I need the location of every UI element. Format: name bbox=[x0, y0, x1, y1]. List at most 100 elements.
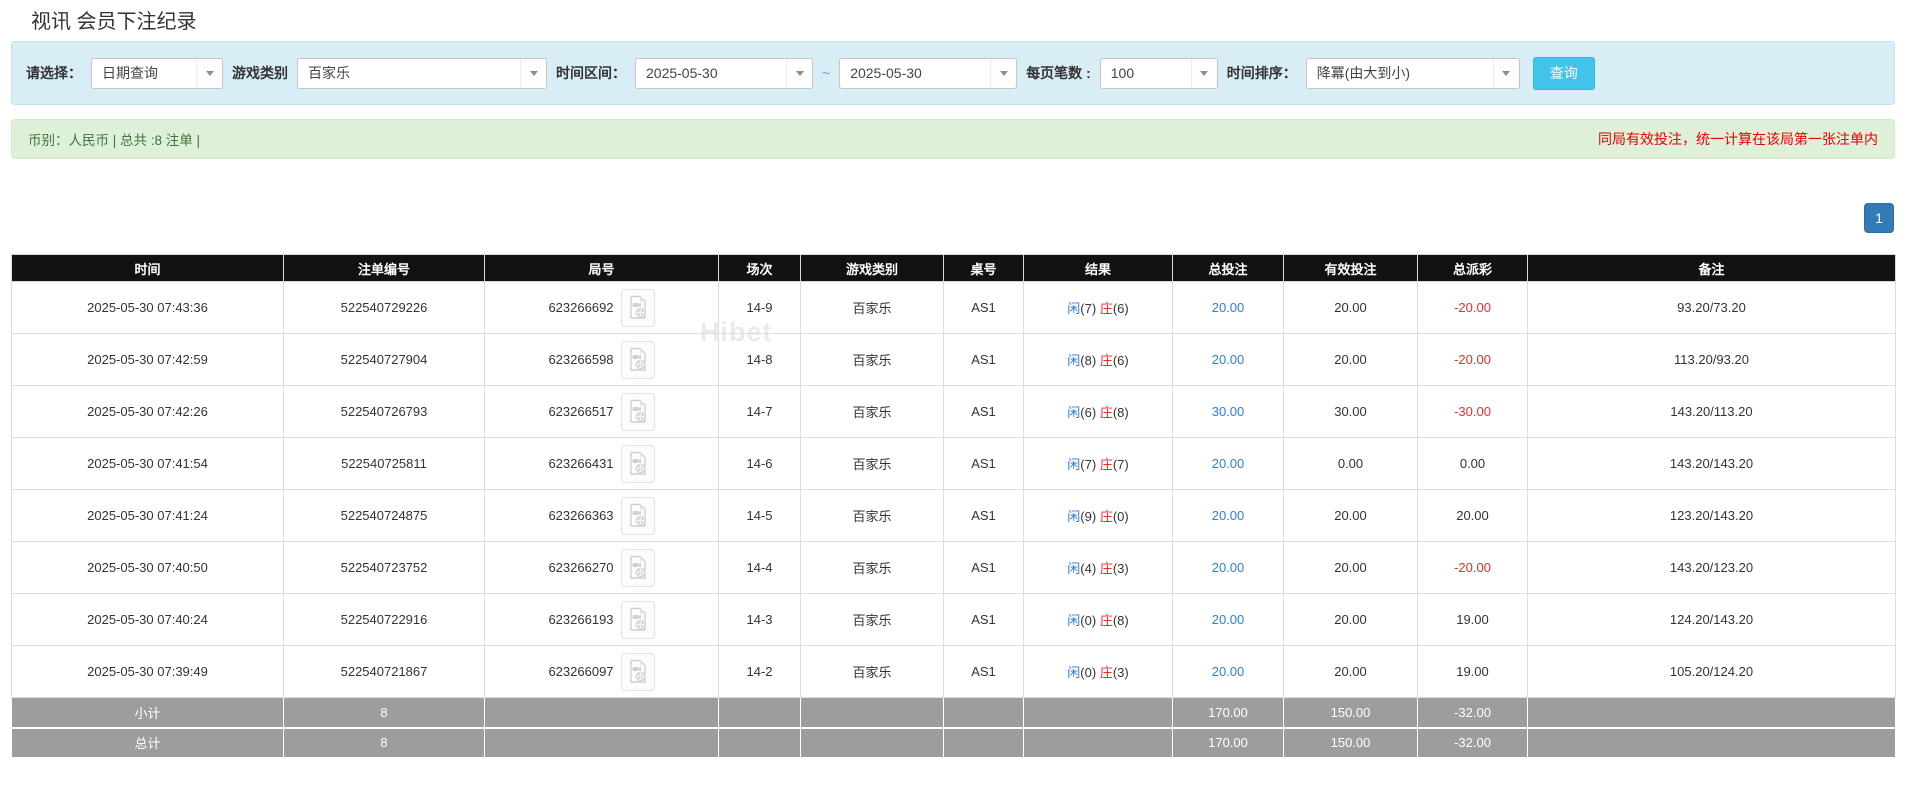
round-cell: 623266692 bbox=[484, 281, 719, 334]
total-bet-cell: 20.00 bbox=[1172, 333, 1284, 386]
note-cell: 105.20/124.20 bbox=[1527, 645, 1896, 698]
bet-id-cell: 522540725811 bbox=[283, 437, 485, 490]
subtotal-payout: -32.00 bbox=[1417, 697, 1528, 728]
payout-cell: -30.00 bbox=[1417, 385, 1528, 438]
note-cell: 123.20/143.20 bbox=[1527, 489, 1896, 542]
round-id: 623266097 bbox=[548, 664, 614, 679]
round-wrap: 623266193 bbox=[548, 600, 655, 639]
result-banker-label: 庄 bbox=[1099, 457, 1113, 472]
time-sort-dropdown[interactable]: 降冪(由大到小) bbox=[1305, 57, 1520, 89]
round-id: 623266270 bbox=[548, 560, 614, 575]
round-cell: 623266431 bbox=[484, 437, 719, 490]
total-row: 总计 8 170.00 150.00 -32.00 bbox=[11, 726, 1896, 758]
query-type-value: 日期查询 bbox=[102, 65, 158, 81]
table-no-cell: AS1 bbox=[943, 385, 1024, 438]
result-banker-points: (6) bbox=[1112, 353, 1129, 368]
table-row: 2025-05-30 07:41:54 522540725811 623266431… bbox=[11, 437, 1896, 490]
game-category-cell: 百家乐 bbox=[800, 541, 944, 594]
total-bet-cell: 20.00 bbox=[1172, 645, 1284, 698]
page-size-dropdown[interactable]: 100 bbox=[1099, 57, 1218, 89]
time-cell: 2025-05-30 07:42:26 bbox=[11, 385, 284, 438]
session-cell: 14-2 bbox=[718, 645, 801, 698]
page-size-label: 每页笔数 : bbox=[1026, 65, 1091, 81]
video-file-icon bbox=[629, 399, 646, 423]
result-player-points: (0) bbox=[1080, 613, 1097, 628]
search-button[interactable]: 查询 bbox=[1532, 56, 1595, 90]
total-payout: -32.00 bbox=[1417, 726, 1528, 758]
result-banker-label: 庄 bbox=[1099, 613, 1113, 628]
result-cell: 闲(9) 庄(0) bbox=[1023, 489, 1173, 542]
date-from-picker[interactable]: 2025-05-30 bbox=[635, 57, 813, 89]
total-empty-cell bbox=[718, 726, 801, 758]
video-replay-button[interactable] bbox=[620, 340, 655, 379]
chevron-down-icon bbox=[1492, 58, 1519, 88]
total-bet-cell: 20.00 bbox=[1172, 437, 1284, 490]
video-replay-button[interactable] bbox=[620, 444, 655, 483]
game-category-dropdown[interactable]: 百家乐 bbox=[297, 57, 547, 89]
valid-bet-cell: 20.00 bbox=[1283, 333, 1418, 386]
table-row: 2025-05-30 07:42:26 522540726793 623266517… bbox=[11, 385, 1896, 438]
page-button-1[interactable]: 1 bbox=[1864, 203, 1894, 233]
chevron-down-icon bbox=[786, 58, 812, 88]
video-replay-button[interactable] bbox=[620, 652, 655, 691]
video-replay-button[interactable] bbox=[620, 496, 655, 535]
bet-id-cell: 522540722916 bbox=[283, 593, 485, 646]
total-bet-cell: 20.00 bbox=[1172, 281, 1284, 334]
result-cell: 闲(6) 庄(8) bbox=[1023, 385, 1173, 438]
payout-cell: 20.00 bbox=[1417, 489, 1528, 542]
result-cell: 闲(0) 庄(8) bbox=[1023, 593, 1173, 646]
table-body: 2025-05-30 07:43:36 522540729226 623266692… bbox=[11, 281, 1896, 698]
round-id: 623266431 bbox=[548, 456, 614, 471]
table-no-cell: AS1 bbox=[943, 437, 1024, 490]
result-player-points: (7) bbox=[1080, 301, 1097, 316]
valid-bet-cell: 20.00 bbox=[1283, 593, 1418, 646]
session-cell: 14-3 bbox=[718, 593, 801, 646]
payout-cell: 0.00 bbox=[1417, 437, 1528, 490]
result-player-points: (6) bbox=[1080, 405, 1097, 420]
video-replay-button[interactable] bbox=[620, 392, 655, 431]
time-cell: 2025-05-30 07:39:49 bbox=[11, 645, 284, 698]
result-player-label: 闲 bbox=[1067, 561, 1081, 576]
result-banker-points: (0) bbox=[1112, 509, 1129, 524]
video-replay-button[interactable] bbox=[620, 600, 655, 639]
table-no-cell: AS1 bbox=[943, 281, 1024, 334]
subtotal-empty-cell bbox=[484, 697, 719, 728]
video-file-icon bbox=[629, 555, 646, 579]
time-cell: 2025-05-30 07:41:24 bbox=[11, 489, 284, 542]
query-type-label: 请选择： bbox=[26, 65, 82, 81]
round-cell: 623266598 bbox=[484, 333, 719, 386]
payout-cell: -20.00 bbox=[1417, 281, 1528, 334]
query-type-dropdown[interactable]: 日期查询 bbox=[91, 57, 223, 89]
chevron-down-icon bbox=[1190, 58, 1217, 88]
chevron-down-icon bbox=[196, 58, 222, 88]
total-valid-bet: 150.00 bbox=[1283, 726, 1418, 758]
valid-bet-cell: 20.00 bbox=[1283, 541, 1418, 594]
result-banker-label: 庄 bbox=[1099, 665, 1113, 680]
session-cell: 14-8 bbox=[718, 333, 801, 386]
total-label: 总计 bbox=[11, 726, 284, 758]
time-cell: 2025-05-30 07:43:36 bbox=[11, 281, 284, 334]
subtotal-empty-cell bbox=[1023, 697, 1173, 728]
result-player-label: 闲 bbox=[1067, 509, 1081, 524]
game-category-label: 游戏类别 bbox=[232, 65, 288, 81]
time-cell: 2025-05-30 07:41:54 bbox=[11, 437, 284, 490]
result-player-points: (4) bbox=[1080, 561, 1097, 576]
round-wrap: 623266270 bbox=[548, 548, 655, 587]
video-replay-button[interactable] bbox=[620, 548, 655, 587]
pagination: 1 bbox=[11, 203, 1895, 233]
total-bet-cell: 30.00 bbox=[1172, 385, 1284, 438]
video-file-icon bbox=[629, 295, 646, 319]
bet-id-cell: 522540724875 bbox=[283, 489, 485, 542]
round-id: 623266193 bbox=[548, 612, 614, 627]
video-replay-button[interactable] bbox=[620, 288, 655, 327]
page-size-value: 100 bbox=[1110, 65, 1135, 81]
result-player-label: 闲 bbox=[1067, 613, 1081, 628]
subtotal-empty-cell bbox=[943, 697, 1024, 728]
result-banker-label: 庄 bbox=[1099, 405, 1113, 420]
time-sort-value: 降冪(由大到小) bbox=[1316, 65, 1411, 81]
subtotal-total-bet: 170.00 bbox=[1172, 697, 1284, 728]
subtotal-valid-bet: 150.00 bbox=[1283, 697, 1418, 728]
total-bet-cell: 20.00 bbox=[1172, 489, 1284, 542]
round-cell: 623266517 bbox=[484, 385, 719, 438]
date-to-picker[interactable]: 2025-05-30 bbox=[839, 57, 1018, 89]
